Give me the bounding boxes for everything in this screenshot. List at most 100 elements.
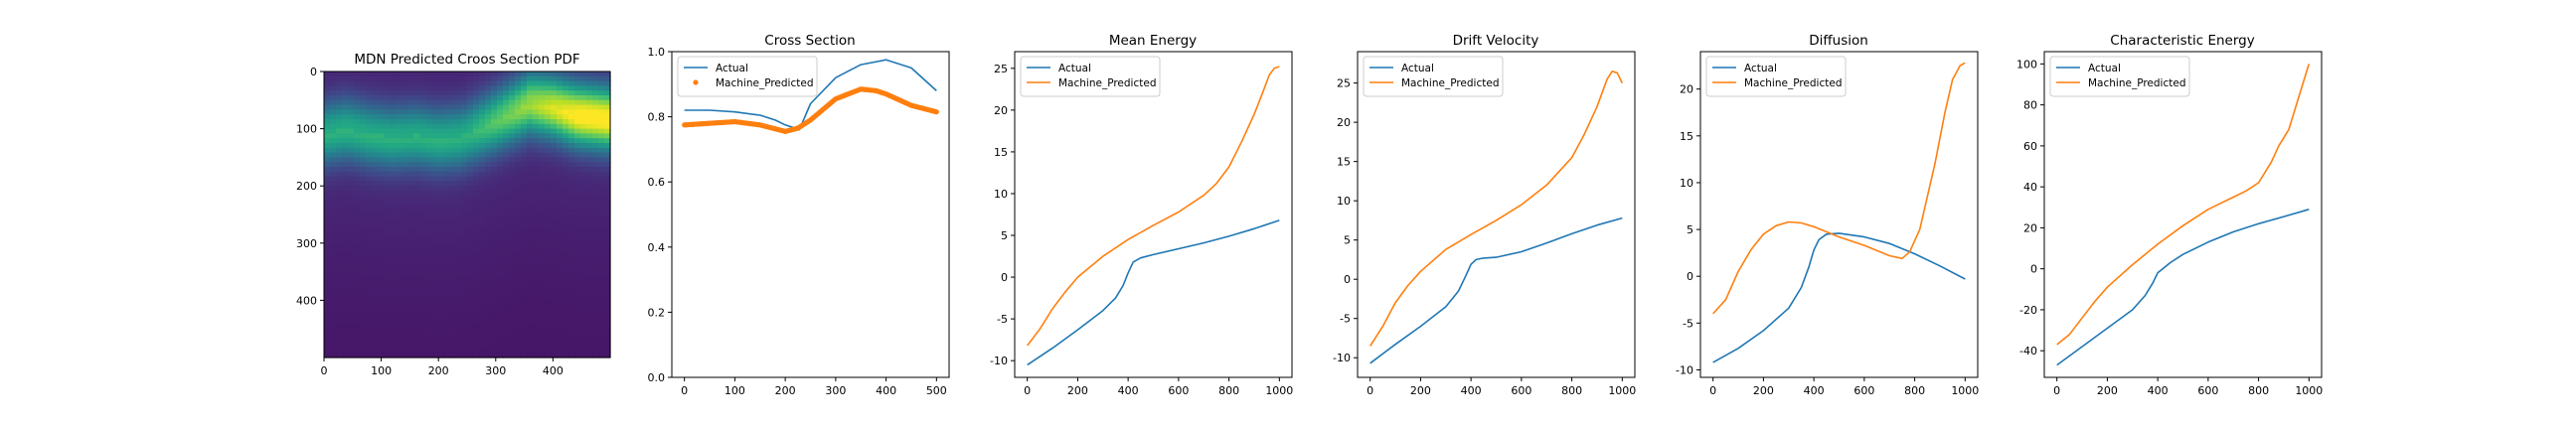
heatmap-cell: [431, 353, 438, 358]
heatmap-cell: [485, 114, 492, 120]
heatmap-cell: [407, 286, 414, 292]
heatmap-cell: [586, 262, 593, 268]
heatmap-cell: [539, 191, 546, 197]
heatmap-cell: [378, 218, 385, 225]
heatmap-cell: [503, 80, 510, 86]
heatmap-cell: [533, 72, 540, 77]
heatmap-cell: [497, 157, 504, 163]
heatmap-cell: [443, 104, 450, 110]
heatmap-cell: [431, 242, 438, 249]
heatmap-cell: [539, 210, 546, 215]
heatmap-cell: [330, 252, 337, 258]
heatmap-cell: [467, 181, 474, 187]
heatmap-cell: [515, 314, 522, 321]
heatmap-cell: [437, 200, 444, 206]
heatmap-cell: [402, 191, 408, 197]
heatmap-cell: [521, 191, 528, 197]
heatmap-cell: [497, 95, 504, 101]
heatmap-cell: [354, 238, 361, 244]
heatmap-cell: [336, 205, 343, 211]
heatmap-cell: [467, 300, 474, 306]
heatmap-cell: [360, 271, 367, 277]
heatmap-cell: [557, 338, 564, 345]
heatmap-cell: [366, 262, 373, 268]
heatmap-cell: [354, 162, 361, 168]
heatmap-cell: [551, 257, 558, 263]
heatmap-cell: [491, 238, 498, 244]
heatmap-cell: [497, 343, 504, 349]
heatmap-cell: [384, 167, 391, 173]
heatmap-cell: [402, 114, 408, 120]
heatmap-cell: [485, 210, 492, 215]
heatmap-cell: [497, 262, 504, 268]
heatmap-cell: [551, 290, 558, 297]
heatmap-cell: [563, 266, 569, 273]
heatmap-cell: [336, 247, 343, 253]
heatmap-cell: [407, 205, 414, 211]
heatmap-cell: [336, 90, 343, 96]
heatmap-cell: [479, 171, 486, 178]
heatmap-cell: [360, 324, 367, 330]
heatmap-cell: [545, 343, 552, 349]
heatmap-cell: [396, 281, 402, 287]
heatmap-cell: [604, 123, 611, 130]
heatmap-cell: [557, 200, 564, 206]
heatmap-cell: [521, 324, 528, 330]
heatmap-cell: [604, 191, 611, 197]
heatmap-cell: [592, 262, 599, 268]
heatmap-cell: [330, 314, 337, 321]
heatmap-cell: [598, 228, 605, 234]
x-tick-label: 600: [2197, 384, 2218, 397]
heatmap-cell: [461, 143, 468, 149]
heatmap-cell: [455, 171, 462, 178]
heatmap-cell: [360, 210, 367, 215]
heatmap-cell: [437, 210, 444, 215]
heatmap-cell: [413, 195, 420, 202]
heatmap-cell: [419, 195, 426, 202]
heatmap-cell: [443, 162, 450, 168]
heatmap-cell: [413, 228, 420, 234]
heatmap-cell: [324, 348, 331, 354]
heatmap-cell: [413, 276, 420, 282]
heatmap-cell: [539, 353, 546, 358]
heatmap-cell: [598, 205, 605, 211]
heatmap-cell: [533, 191, 540, 197]
heatmap-cell: [485, 72, 492, 77]
heatmap-cell: [425, 314, 432, 321]
x-tick-label: 0: [321, 364, 328, 377]
heatmap-cell: [342, 200, 349, 206]
heatmap-cell: [348, 348, 355, 354]
heatmap-cell: [604, 233, 611, 239]
heatmap-cell: [336, 133, 343, 139]
heatmap-cell: [509, 262, 516, 268]
heatmap-cell: [402, 343, 408, 349]
heatmap-cell: [354, 257, 361, 263]
heatmap-cell: [574, 281, 581, 287]
heatmap-cell: [413, 157, 420, 163]
heatmap-cell: [360, 99, 367, 106]
heatmap-cell: [455, 305, 462, 311]
heatmap-cell: [580, 305, 587, 311]
heatmap-cell: [419, 290, 426, 297]
heatmap-cell: [330, 200, 337, 206]
heatmap-cell: [407, 276, 414, 282]
heatmap-cell: [342, 95, 349, 101]
heatmap-cell: [443, 348, 450, 354]
heatmap-cell: [431, 143, 438, 149]
heatmap-cell: [366, 233, 373, 239]
heatmap-cell: [324, 90, 331, 96]
heatmap-cell: [342, 305, 349, 311]
heatmap-cell: [473, 143, 480, 149]
heatmap-cell: [342, 223, 349, 229]
heatmap-cell: [348, 295, 355, 301]
heatmap-cell: [467, 324, 474, 330]
heatmap-cell: [324, 162, 331, 168]
heatmap-cell: [515, 305, 522, 311]
heatmap-cell: [437, 176, 444, 182]
heatmap-cell: [580, 266, 587, 273]
heatmap-cell: [330, 109, 337, 115]
heatmap-cell: [485, 233, 492, 239]
heatmap-cell: [557, 238, 564, 244]
heatmap-cell: [592, 191, 599, 197]
heatmap-cell: [437, 329, 444, 335]
